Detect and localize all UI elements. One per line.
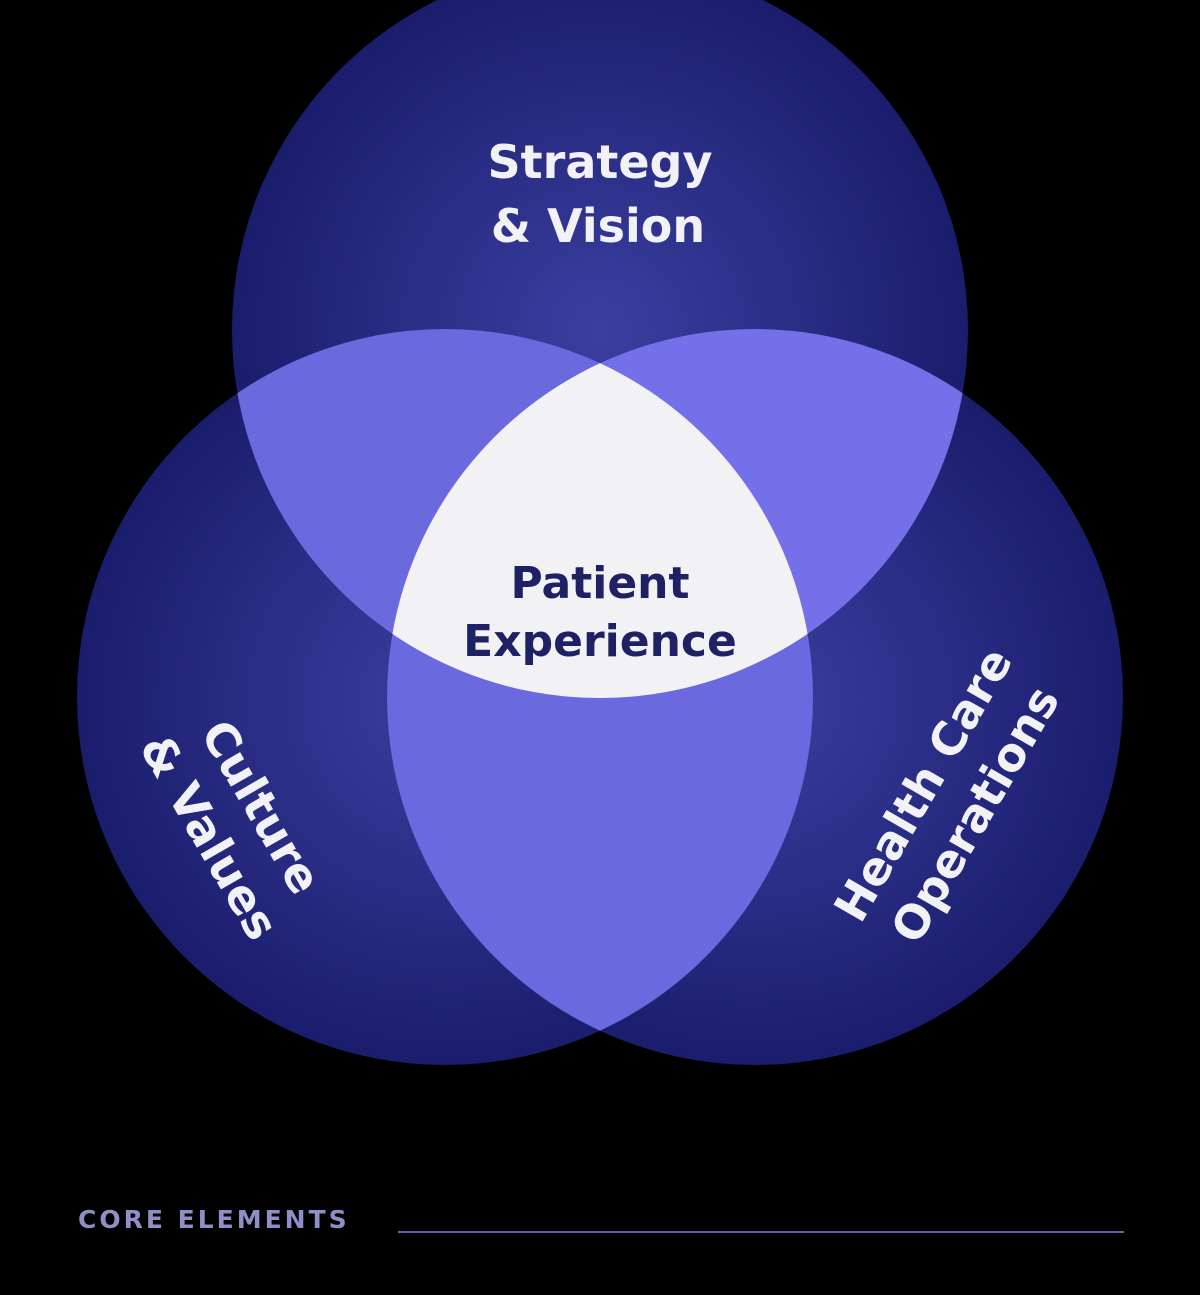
center-label-line2: Experience — [463, 616, 737, 667]
circle-top-label-line1: Strategy — [488, 135, 713, 189]
circle-top-label-line2: & Vision — [491, 199, 705, 253]
center-label-line1: Patient — [510, 558, 689, 609]
footer-divider — [398, 1231, 1124, 1233]
core-elements-label: CORE ELEMENTS — [78, 1205, 350, 1234]
